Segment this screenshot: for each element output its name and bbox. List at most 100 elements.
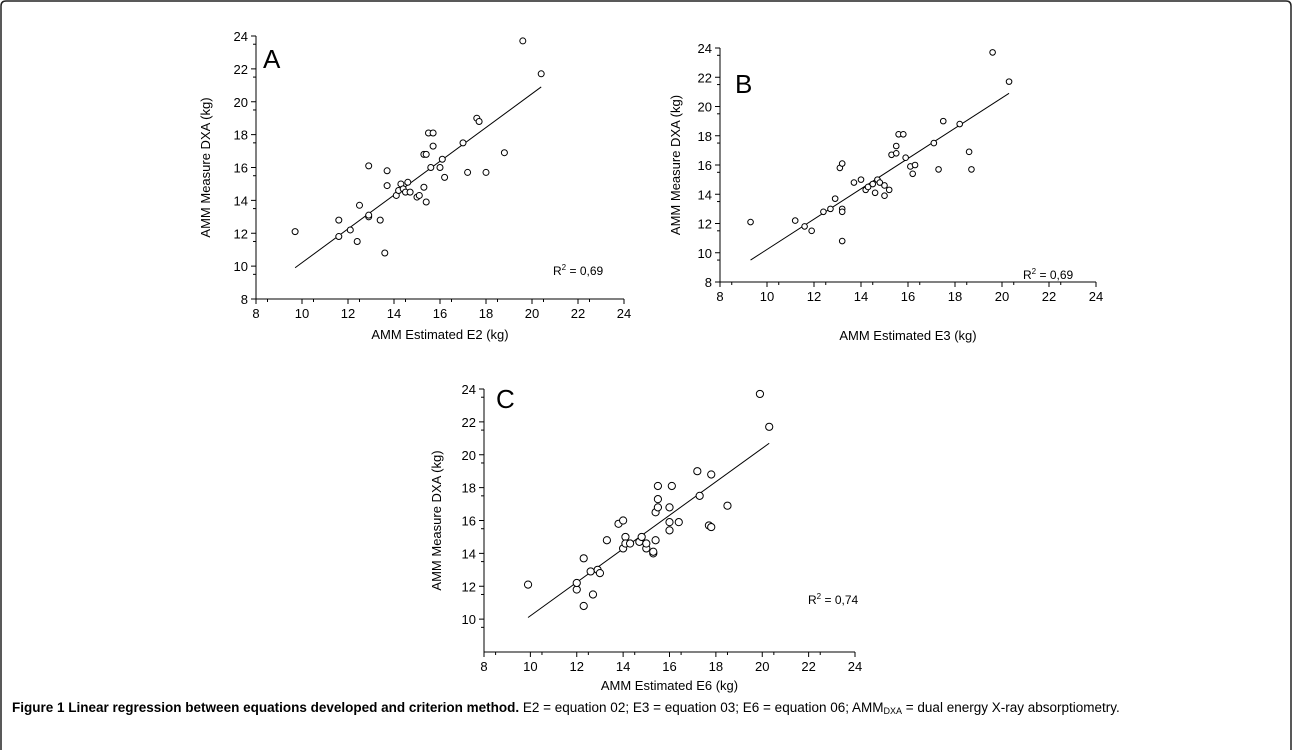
data-point-b bbox=[864, 183, 872, 191]
data-point-c bbox=[707, 470, 716, 479]
y-tick-label-a: 22 bbox=[234, 62, 248, 77]
panel-letter-c: C bbox=[496, 384, 515, 414]
regression-line-b bbox=[750, 92, 1010, 261]
data-point-a bbox=[519, 37, 527, 45]
x-tick-label-c: 20 bbox=[755, 659, 769, 674]
r-squared-value-c: 0,74 bbox=[835, 593, 859, 607]
data-point-b bbox=[935, 166, 942, 173]
x-tick-label-a: 12 bbox=[341, 306, 355, 321]
y-tick-label-a: 18 bbox=[234, 128, 248, 143]
y-axis-title-b: AMM Measure DXA (kg) bbox=[668, 95, 683, 235]
caption-text: E2 = equation 02; E3 = equation 03; E6 =… bbox=[519, 700, 884, 715]
x-axis-title-a: AMM Estimated E2 (kg) bbox=[371, 327, 508, 342]
data-point-b bbox=[791, 217, 799, 224]
data-point-b bbox=[902, 154, 909, 161]
data-point-b bbox=[876, 179, 884, 186]
data-point-b bbox=[892, 150, 900, 157]
y-tick-label-a: 20 bbox=[234, 95, 248, 110]
y-tick-label-c: 22 bbox=[462, 415, 476, 430]
data-point-a bbox=[291, 228, 299, 236]
data-point-b bbox=[831, 195, 839, 202]
caption-title: Figure 1 Linear regression between equat… bbox=[12, 700, 520, 715]
data-point-a bbox=[335, 233, 343, 241]
data-point-b bbox=[885, 186, 893, 194]
data-point-c bbox=[653, 503, 663, 512]
y-tick-label-a: 14 bbox=[234, 193, 248, 208]
x-tick-label-c: 22 bbox=[801, 659, 815, 674]
data-point-b bbox=[801, 223, 808, 230]
y-tick-label-c: 24 bbox=[462, 382, 476, 397]
y-tick-label-c: 16 bbox=[462, 514, 476, 529]
x-tick-label-b: 10 bbox=[760, 289, 774, 304]
x-tick-label-c: 24 bbox=[848, 659, 862, 674]
data-point-a bbox=[365, 162, 373, 170]
data-point-b bbox=[850, 179, 858, 186]
data-point-a bbox=[383, 182, 391, 190]
data-point-c bbox=[695, 491, 704, 500]
data-point-b bbox=[892, 142, 900, 150]
data-point-b bbox=[968, 166, 975, 173]
data-point-c bbox=[572, 578, 581, 588]
x-tick-label-b: 20 bbox=[995, 289, 1009, 304]
y-tick-label-c: 12 bbox=[462, 579, 476, 594]
y-tick-label-a: 16 bbox=[234, 161, 248, 176]
x-tick-label-c: 8 bbox=[480, 659, 487, 674]
data-point-a bbox=[353, 237, 361, 245]
x-tick-label-c: 12 bbox=[570, 659, 584, 674]
x-tick-label-c: 14 bbox=[616, 659, 630, 674]
data-point-a bbox=[438, 155, 446, 163]
y-tick-label-a: 12 bbox=[234, 226, 248, 241]
y-tick-label-a: 24 bbox=[234, 29, 248, 44]
figure-caption: Figure 1 Linear regression between equat… bbox=[12, 697, 1280, 719]
data-point-c bbox=[523, 580, 533, 589]
data-point-c bbox=[651, 536, 660, 545]
data-point-b bbox=[930, 139, 938, 147]
y-tick-label-b: 14 bbox=[698, 187, 712, 202]
y-axis-title-c: AMM Measure DXA (kg) bbox=[429, 450, 444, 590]
data-point-b bbox=[909, 170, 917, 178]
y-tick-label-b: 10 bbox=[698, 246, 712, 261]
x-tick-label-a: 8 bbox=[252, 306, 259, 321]
data-point-a bbox=[376, 216, 384, 224]
data-point-c bbox=[579, 601, 588, 611]
x-tick-label-a: 18 bbox=[479, 306, 493, 321]
data-point-c bbox=[586, 567, 595, 576]
y-tick-label-c: 18 bbox=[462, 481, 476, 496]
y-tick-label-b: 18 bbox=[698, 129, 712, 144]
data-point-a bbox=[420, 183, 428, 191]
x-tick-label-c: 18 bbox=[709, 659, 723, 674]
scatter-panel-c: 8 10 12 14 16 18 20 22 24 10 12 14 16 18 20 22 24 AMM Est… bbox=[429, 382, 862, 693]
data-point-a bbox=[346, 226, 354, 234]
data-point-c bbox=[653, 481, 663, 491]
data-point-c bbox=[649, 547, 658, 556]
data-point-a bbox=[422, 150, 430, 158]
y-tick-label-c: 10 bbox=[462, 612, 476, 627]
data-point-c bbox=[579, 554, 588, 563]
data-point-a bbox=[365, 211, 373, 219]
regression-line-c bbox=[527, 442, 770, 618]
data-point-c bbox=[619, 516, 628, 525]
y-tick-label-c: 20 bbox=[462, 448, 476, 463]
data-point-a bbox=[356, 201, 363, 209]
data-point-b bbox=[1005, 78, 1013, 85]
x-axis-title-b: AMM Estimated E3 (kg) bbox=[839, 328, 976, 343]
panel-letter-a: A bbox=[263, 44, 281, 74]
data-point-c bbox=[602, 536, 611, 545]
panel-letter-b: B bbox=[735, 69, 752, 99]
x-tick-label-b: 14 bbox=[854, 289, 868, 304]
data-point-c bbox=[595, 569, 605, 578]
scatter-panel-b: 8 10 12 14 16 18 20 22 24 8 10 12 14 16 18 20 22 24 AMM Es… bbox=[668, 41, 1103, 343]
x-axis-title-c: AMM Estimated E6 (kg) bbox=[601, 678, 738, 693]
x-tick-label-b: 12 bbox=[807, 289, 821, 304]
data-point-b bbox=[900, 130, 907, 138]
data-point-c bbox=[637, 532, 646, 542]
data-point-b bbox=[956, 120, 964, 128]
data-point-b bbox=[871, 189, 879, 197]
y-axis-title-a: AMM Measure DXA (kg) bbox=[198, 97, 213, 237]
data-point-c bbox=[625, 539, 635, 548]
r-squared-label-c: R2 = 0,74 bbox=[808, 592, 858, 607]
data-point-c bbox=[765, 422, 774, 431]
data-point-b bbox=[808, 227, 815, 235]
data-point-c bbox=[642, 539, 651, 548]
y-tick-label-b: 8 bbox=[705, 275, 712, 290]
